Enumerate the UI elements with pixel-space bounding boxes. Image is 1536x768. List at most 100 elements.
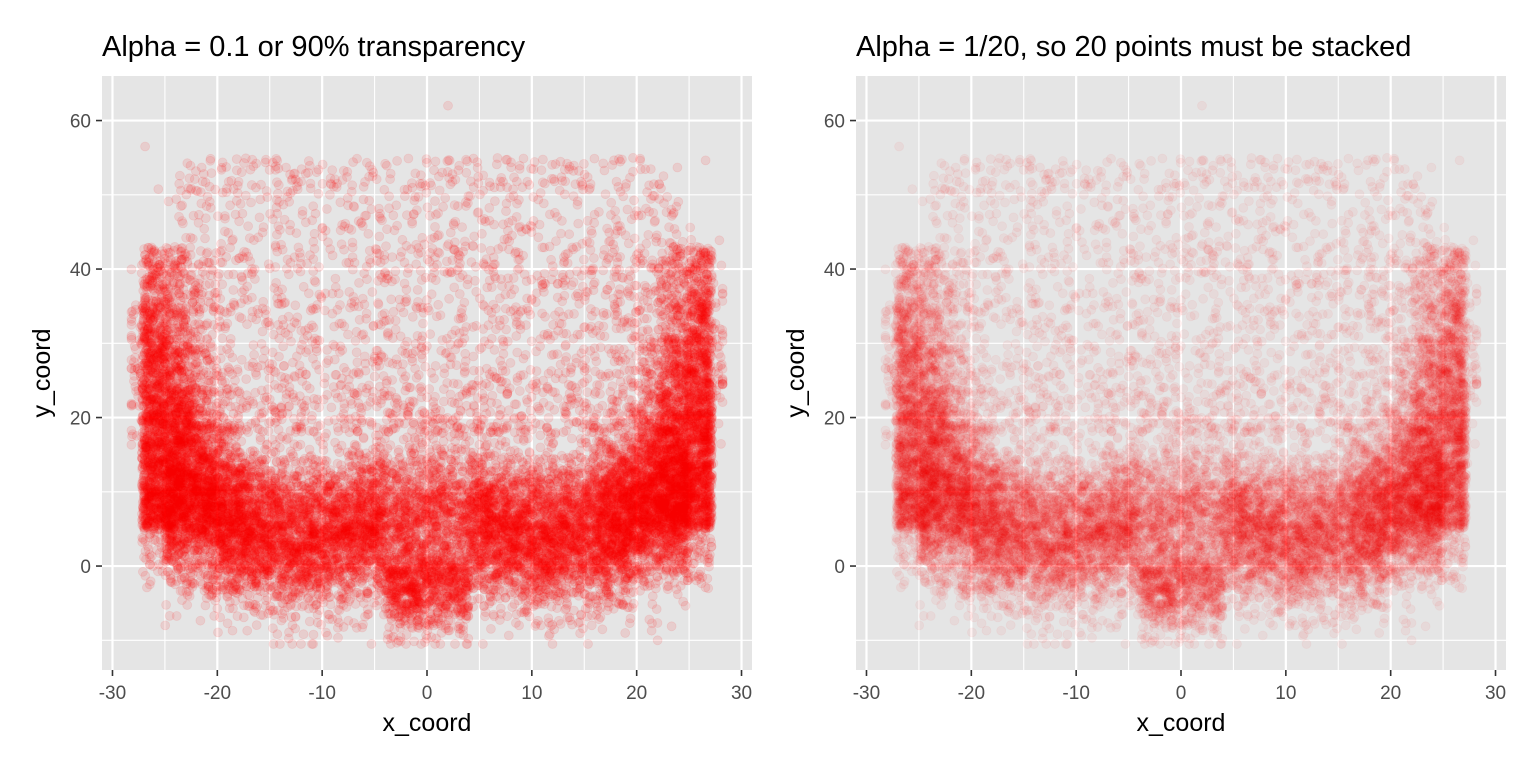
scatter-point [634,524,644,535]
scatter-point [378,510,389,521]
points-left [126,100,728,649]
scatter-point [189,277,200,288]
scatter-point [579,254,589,265]
scatter-point [553,581,563,592]
scatter-point [168,557,179,567]
scatter-point [160,620,171,631]
scatter-point [631,464,641,475]
scatter-point [347,242,358,253]
scatter-point [661,493,672,504]
scatter-point [319,478,330,489]
scatter-point [650,479,660,490]
scatter-point [163,504,174,515]
panel-title-left: Alpha = 0.1 or 90% transparency [102,31,526,63]
scatter-point [187,380,198,391]
scatter-point [567,519,577,530]
scatter-point [382,601,393,612]
scatter-point [310,488,321,499]
scatter-point [656,293,667,304]
scatter-point [247,531,258,542]
scatter-point [689,364,700,375]
scatter-point [183,518,194,529]
scatter-point [652,498,662,509]
scatter-panel-left: Alpha = 0.1 or 90% transparency -30 -20 -1… [28,31,752,737]
scatter-point [692,423,703,433]
scatter-point [688,395,699,406]
scatter-point [172,461,183,472]
scatter-point [388,504,399,515]
scatter-point [562,550,573,561]
scatter-point [654,366,665,377]
scatter-point [608,502,619,513]
scatter-point [647,479,658,490]
scatter-point [522,545,533,556]
scatter-point [355,501,366,512]
scatter-point [657,399,668,409]
scatter-point [391,596,402,607]
scatter-point [275,510,286,520]
scatter-point [296,639,306,649]
scatter-point [658,171,669,182]
scatter-point [605,526,616,537]
scatter-point [633,422,643,433]
scatter-point [606,197,617,208]
scatter-point [524,587,535,598]
scatter-point [662,541,673,552]
scatter-point [343,329,353,340]
scatter-point [153,465,163,476]
scatter-point [261,513,272,524]
scatter-point [482,516,493,527]
scatter-point [140,141,151,152]
scatter-point [433,299,444,310]
scatter-point [693,381,704,392]
scatter-point [411,259,422,270]
scatter-point [204,421,215,432]
scatter-point [330,568,340,578]
scatter-point [181,428,192,439]
scatter-point [440,348,451,359]
scatter-point [253,516,264,527]
scatter-point [424,561,435,571]
scatter-point [369,516,380,527]
scatter-point [434,185,445,196]
gridlines-left [102,76,752,670]
scatter-point [487,390,498,401]
scatter-point [561,484,572,495]
scatter-point [256,338,267,349]
scatter-point [526,336,537,347]
scatter-point [255,524,266,535]
scatter-point [392,479,403,490]
scatter-point [422,202,433,213]
scatter-point [594,548,605,558]
scatter-point [410,512,421,523]
scatter-point [602,223,612,234]
scatter-point [308,236,319,247]
scatter-point [170,551,181,562]
scatter-point [648,207,659,218]
scatter-point [459,366,470,377]
scatter-point [706,503,716,514]
scatter-point [178,509,189,520]
scatter-point [345,538,356,548]
scatter-point [248,340,259,351]
scatter-point [232,573,243,584]
scatter-point [695,332,706,343]
scatter-point [629,195,639,206]
scatter-point [496,483,507,494]
scatter-point [150,367,161,377]
scatter-point [476,243,487,253]
scatter-point [150,489,161,500]
scatter-point [255,194,266,205]
scatter-point [400,589,411,600]
scatter-point [430,156,441,167]
scatter-point [160,513,170,524]
scatter-point [432,536,443,547]
scatter-point [226,528,237,539]
scatter-point [430,565,441,575]
scatter-point [688,310,699,321]
scatter-point [693,335,704,346]
scatter-point [369,520,380,531]
scatter-point [648,383,659,394]
scatter-point [452,420,463,431]
